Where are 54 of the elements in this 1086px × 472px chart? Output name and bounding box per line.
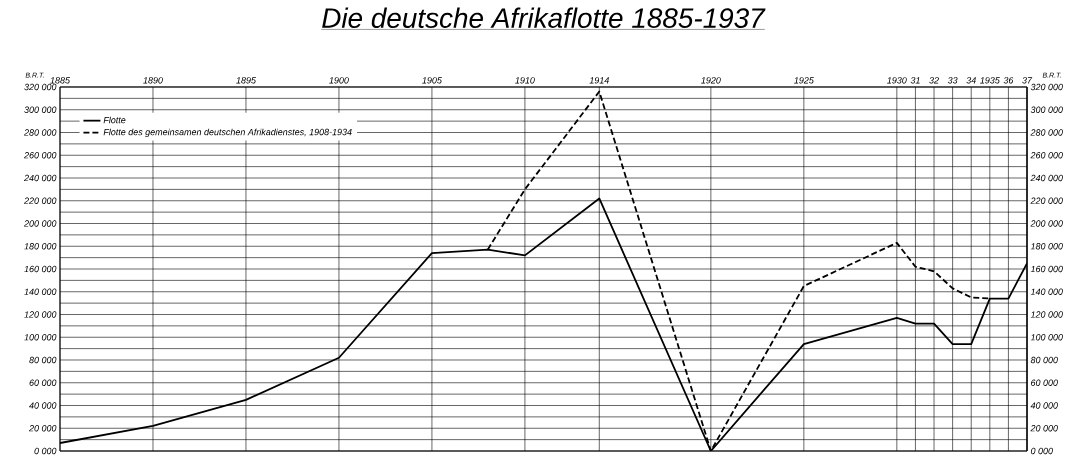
y2-tick-label: 260 000 [1030, 152, 1063, 159]
y-tick-label: 180 000 [24, 243, 57, 250]
y2-tick-label: 280 000 [1030, 129, 1063, 136]
y2-tick-label: 100 000 [1030, 334, 1063, 341]
x-tick-label: 1925 [794, 77, 814, 84]
y2-tick-label: 180 000 [1030, 243, 1063, 250]
legend-label: Flotte des gemeinsamen deutschen Afrikadienstes, 1908-1934 [103, 128, 352, 137]
y2-tick-label: 80 000 [1030, 356, 1058, 364]
x-tick-label: 1930 [887, 77, 907, 84]
y2-tick-label: 60 000 [1031, 379, 1058, 386]
x-tick-label: 1935 [980, 77, 1000, 84]
y-tick-label: 300 000 [24, 106, 57, 113]
y-tick-label: 80 000 [29, 356, 57, 364]
y-tick-label: 0 000 [34, 447, 57, 455]
y-tick-label: 320 000 [24, 83, 57, 91]
x-tick-label: 1885 [50, 77, 70, 84]
y2-tick-label: 160 000 [1030, 265, 1063, 273]
y-tick-label: 260 000 [24, 152, 57, 159]
x-tick-label: 1890 [143, 77, 163, 84]
y-tick-label: 160 000 [24, 265, 57, 273]
y2-tick-label: 240 000 [1030, 174, 1063, 182]
y-tick-label: 40 000 [29, 402, 57, 409]
y-tick-label: 240 000 [24, 174, 57, 182]
y-tick-label: 280 000 [24, 129, 57, 136]
chart-title: Die deutsche Afrikaflotte 1885-1937 [322, 7, 766, 29]
x-tick-label: 1900 [329, 77, 349, 84]
y-tick-label: 220 000 [24, 197, 57, 204]
x-tick-label: 37 [1022, 77, 1033, 84]
y-tick-label: 20 000 [29, 425, 57, 432]
y2-tick-label: 120 000 [1030, 311, 1063, 318]
x-tick-label: 1905 [422, 77, 442, 84]
x-tick-label: 1920 [701, 77, 721, 84]
y2-tick-label: 300 000 [1030, 106, 1063, 113]
x-tick-label: 31 [910, 77, 920, 84]
y2-tick-label: 0 000 [1030, 447, 1053, 455]
x-tick-label: 36 [1003, 77, 1014, 84]
y2-tick-label: 200 000 [1030, 220, 1063, 227]
y-tick-label: 60 000 [29, 379, 57, 386]
y-tick-label: 200 000 [24, 220, 57, 227]
x-tick-label: 1914 [589, 77, 609, 84]
x-tick-label: 32 [929, 77, 939, 84]
x-tick-label: 33 [947, 77, 958, 84]
y2-tick-label: 140 000 [1030, 288, 1063, 295]
y2-tick-label: 40 000 [1030, 402, 1058, 409]
x-tick-label: 34 [966, 77, 976, 84]
y2-tick-label: 220 000 [1030, 197, 1063, 204]
y-tick-label: 100 000 [24, 334, 57, 341]
legend-label: Flotte [103, 116, 126, 124]
x-tick-label: 1910 [515, 77, 535, 84]
y-tick-label: 140 000 [24, 288, 57, 295]
x-tick-label: 1895 [236, 77, 256, 84]
y2-tick-label: 20 000 [1030, 425, 1058, 432]
y-tick-label: 120 000 [24, 311, 57, 318]
y2-tick-label: 320 000 [1030, 83, 1063, 91]
